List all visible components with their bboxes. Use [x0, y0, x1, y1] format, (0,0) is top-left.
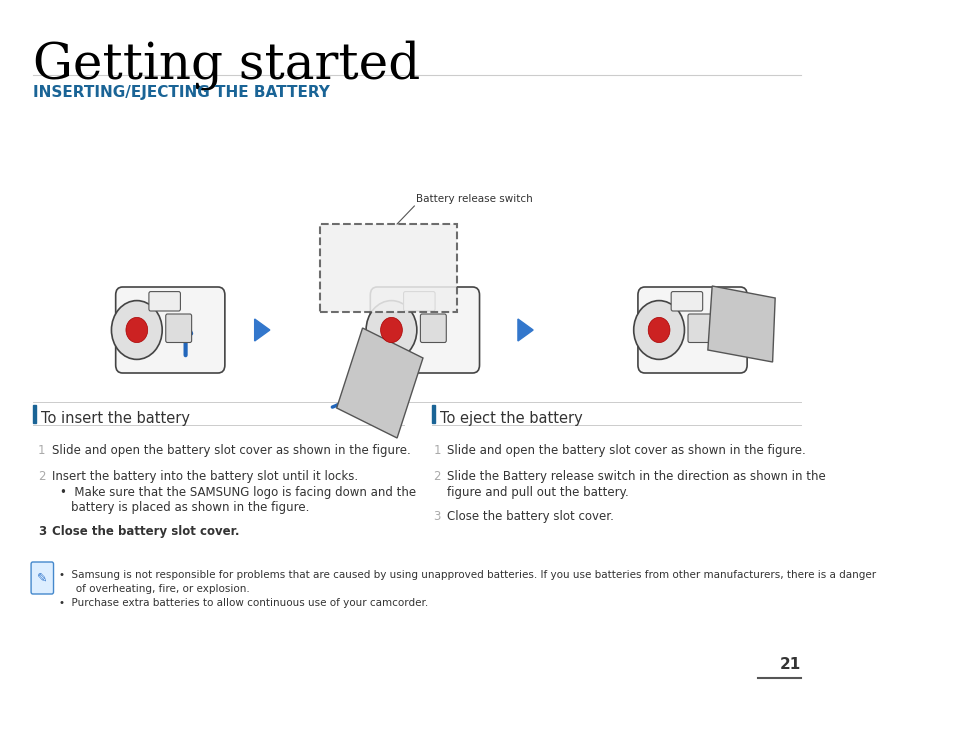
Text: figure and pull out the battery.: figure and pull out the battery. [447, 486, 628, 499]
Text: Close the battery slot cover.: Close the battery slot cover. [51, 525, 239, 538]
FancyBboxPatch shape [166, 314, 192, 342]
Text: Slide and open the battery slot cover as shown in the figure.: Slide and open the battery slot cover as… [447, 444, 805, 457]
Text: 21: 21 [779, 657, 801, 672]
Circle shape [633, 301, 683, 359]
Text: ✎: ✎ [37, 572, 48, 585]
FancyBboxPatch shape [31, 562, 53, 594]
FancyBboxPatch shape [320, 224, 456, 312]
Circle shape [380, 318, 402, 342]
Text: Getting started: Getting started [32, 40, 419, 90]
FancyBboxPatch shape [671, 291, 702, 311]
Text: 3: 3 [38, 525, 46, 538]
FancyBboxPatch shape [149, 291, 180, 311]
Text: 1: 1 [38, 444, 46, 457]
Text: Slide and open the battery slot cover as shown in the figure.: Slide and open the battery slot cover as… [51, 444, 410, 457]
Text: 2: 2 [433, 470, 440, 483]
Circle shape [126, 318, 148, 342]
Text: •  Purchase extra batteries to allow continuous use of your camcorder.: • Purchase extra batteries to allow cont… [59, 598, 428, 608]
Text: To insert the battery: To insert the battery [41, 411, 191, 426]
Text: •  Make sure that the SAMSUNG logo is facing down and the: • Make sure that the SAMSUNG logo is fac… [60, 486, 416, 499]
Polygon shape [707, 286, 775, 362]
Text: Insert the battery into the battery slot until it locks.: Insert the battery into the battery slot… [51, 470, 357, 483]
Text: battery is placed as shown in the figure.: battery is placed as shown in the figure… [71, 501, 309, 514]
Text: 3: 3 [433, 510, 440, 523]
Circle shape [366, 301, 416, 359]
FancyBboxPatch shape [420, 314, 446, 342]
Text: 1: 1 [433, 444, 440, 457]
Circle shape [112, 301, 162, 359]
Text: of overheating, fire, or explosion.: of overheating, fire, or explosion. [66, 584, 249, 594]
Text: Battery release switch: Battery release switch [416, 194, 533, 204]
Polygon shape [517, 319, 533, 341]
FancyBboxPatch shape [403, 291, 435, 311]
FancyBboxPatch shape [638, 287, 746, 373]
Polygon shape [336, 328, 422, 438]
Text: Close the battery slot cover.: Close the battery slot cover. [447, 510, 614, 523]
FancyBboxPatch shape [370, 287, 479, 373]
Polygon shape [254, 319, 270, 341]
Text: INSERTING/EJECTING THE BATTERY: INSERTING/EJECTING THE BATTERY [32, 85, 330, 100]
Circle shape [647, 318, 669, 342]
Text: To eject the battery: To eject the battery [439, 411, 582, 426]
FancyBboxPatch shape [115, 287, 225, 373]
Text: 2: 2 [38, 470, 46, 483]
Text: Slide the Battery release switch in the direction as shown in the: Slide the Battery release switch in the … [447, 470, 825, 483]
FancyBboxPatch shape [687, 314, 713, 342]
Text: •  Samsung is not responsible for problems that are caused by using unapproved b: • Samsung is not responsible for problem… [59, 570, 875, 580]
Bar [431, 405, 435, 423]
Bar [32, 405, 36, 423]
